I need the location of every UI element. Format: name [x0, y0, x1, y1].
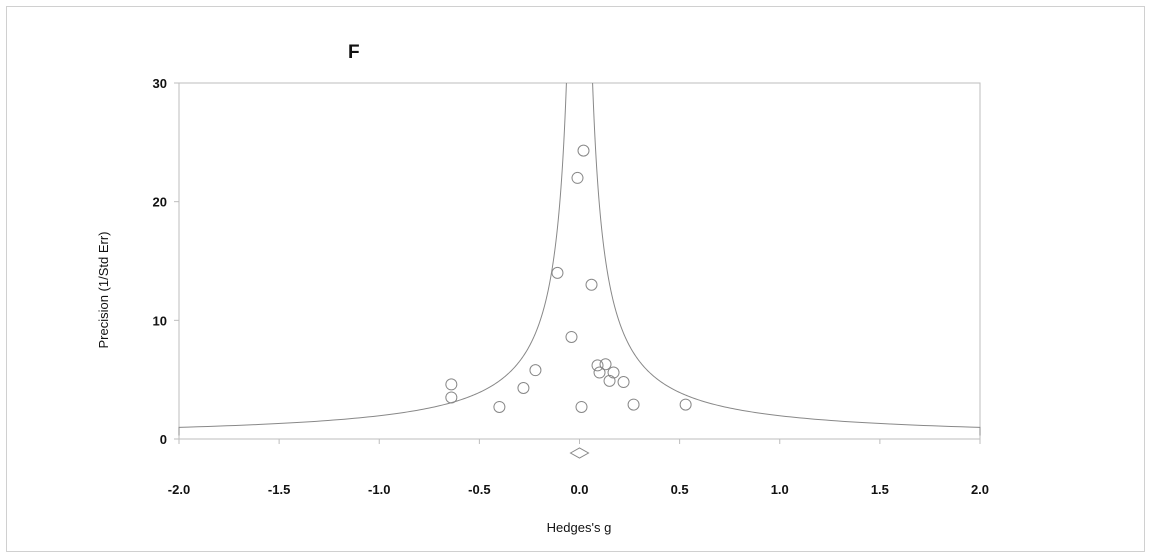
study-point: [593, 366, 606, 379]
study-point: [679, 398, 692, 411]
x-axis-title: Hedges's g: [547, 520, 612, 535]
y-tick-label: 0: [160, 432, 167, 447]
study-point: [617, 376, 630, 389]
study-point: [603, 374, 616, 387]
study-point: [445, 378, 458, 391]
study-point: [565, 330, 578, 343]
x-tick-label: 1.0: [771, 482, 789, 497]
x-tick-label: 0.5: [671, 482, 689, 497]
y-tick-label: 20: [153, 195, 167, 210]
study-point: [591, 359, 604, 372]
x-tick-label: 2.0: [971, 482, 989, 497]
study-point: [577, 144, 590, 157]
y-axis-title: Precision (1/Std Err): [96, 231, 111, 348]
x-tick-label: -1.5: [268, 482, 290, 497]
study-point: [517, 381, 530, 394]
plot-border: [178, 82, 981, 440]
y-tick-label: 30: [153, 76, 167, 91]
x-tick-label: -0.5: [468, 482, 490, 497]
study-point: [551, 266, 564, 279]
x-tick-label: -2.0: [168, 482, 190, 497]
funnel-right-line: [592, 82, 981, 436]
study-point: [627, 398, 640, 411]
funnel-left-line: [178, 82, 567, 436]
x-tick-label: 0.0: [570, 482, 588, 497]
plot-area: -2.0 -1.5 -1.0 -0.5 0.0 0.5 1.0 1.5 2.0 0 10 20 30: [153, 76, 990, 497]
x-tick-label: 1.5: [871, 482, 889, 497]
pooled-effect-diamond: [569, 447, 590, 459]
study-point: [607, 366, 620, 379]
y-tick-label: 10: [153, 313, 167, 328]
study-point: [599, 358, 612, 371]
panel-label: F: [348, 42, 360, 63]
study-point: [445, 391, 458, 404]
study-point: [493, 400, 506, 413]
study-point: [575, 400, 588, 413]
study-point: [571, 171, 584, 184]
x-tick-label: -1.0: [368, 482, 390, 497]
chart-frame: [6, 6, 1145, 552]
study-point: [529, 364, 542, 377]
study-point: [585, 278, 598, 291]
